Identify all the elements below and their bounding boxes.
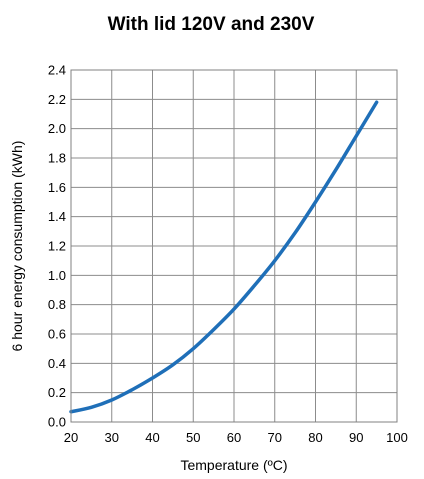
y-tick-labels: 0.0 0.2 0.4 0.6 0.8 1.0 1.2 1.4 1.6 1.8 2.0 2.2 2.4 bbox=[48, 63, 66, 430]
y-tick-label: 0.2 bbox=[48, 385, 66, 400]
y-tick-label: 0.4 bbox=[48, 356, 66, 371]
x-tick-label: 60 bbox=[227, 430, 241, 445]
x-tick-label: 20 bbox=[64, 430, 78, 445]
x-tick-label: 70 bbox=[268, 430, 282, 445]
y-tick-label: 2.2 bbox=[48, 92, 66, 107]
series-layer bbox=[69, 100, 379, 414]
y-tick-label: 1.4 bbox=[48, 209, 66, 224]
gridlines bbox=[70, 69, 398, 423]
x-tick-labels: 20 30 40 50 60 70 80 90 100 bbox=[64, 430, 408, 445]
x-tick-label: 100 bbox=[386, 430, 408, 445]
plot-frame bbox=[70, 69, 398, 423]
y-tick-label: 1.8 bbox=[48, 151, 66, 166]
y-tick-label: 1.2 bbox=[48, 239, 66, 254]
x-tick-label: 50 bbox=[186, 430, 200, 445]
y-tick-label: 0.8 bbox=[48, 297, 66, 312]
y-axis-label: 6 hour energy consumption (kWh) bbox=[9, 141, 25, 352]
y-tick-label: 0.0 bbox=[48, 415, 66, 430]
x-tick-label: 80 bbox=[308, 430, 322, 445]
x-tick-label: 40 bbox=[145, 430, 159, 445]
x-tick-label: 30 bbox=[105, 430, 119, 445]
y-tick-label: 1.0 bbox=[48, 268, 66, 283]
chart-title: With lid 120V and 230V bbox=[108, 14, 315, 35]
y-tick-label: 2.4 bbox=[48, 63, 66, 78]
series-line bbox=[69, 100, 379, 414]
x-tick-label: 90 bbox=[349, 430, 363, 445]
y-tick-label: 1.6 bbox=[48, 180, 66, 195]
y-tick-label: 0.6 bbox=[48, 327, 66, 342]
y-tick-label: 2.0 bbox=[48, 121, 66, 136]
x-axis-label: Temperature (ºC) bbox=[180, 457, 287, 473]
